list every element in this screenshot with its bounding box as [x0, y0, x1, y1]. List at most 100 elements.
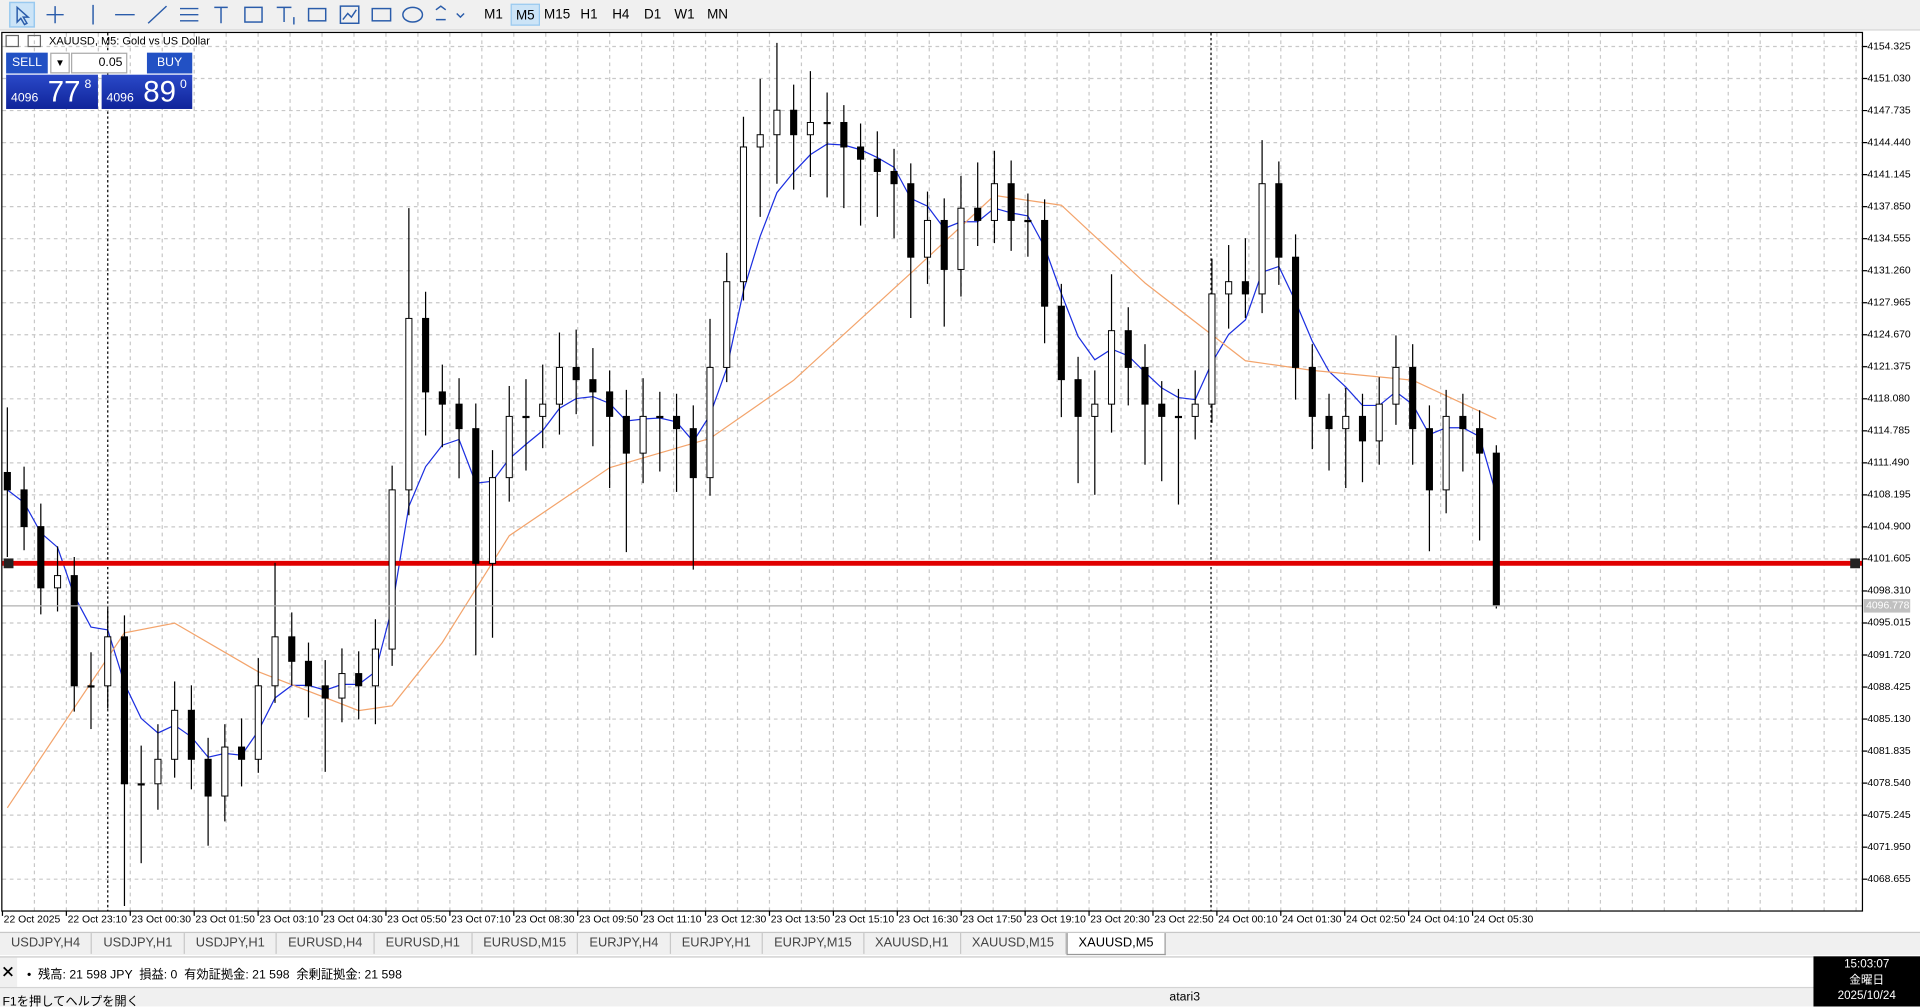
- y-tick-label: 4131.260: [1867, 265, 1911, 276]
- chart-tab[interactable]: EURJPY,H1: [671, 933, 764, 954]
- chart-tab[interactable]: EURUSD,H1: [375, 933, 473, 954]
- candle-body: [472, 428, 480, 564]
- candle-body: [221, 746, 229, 797]
- y-tick-label: 4124.670: [1867, 330, 1911, 341]
- chart-tab[interactable]: USDJPY,H1: [185, 933, 278, 954]
- text-icon[interactable]: [214, 6, 228, 24]
- y-tick-label: 4085.130: [1867, 714, 1911, 725]
- candle-body: [321, 685, 329, 699]
- candle-body: [1308, 366, 1316, 417]
- y-tick-label: 4108.195: [1867, 490, 1911, 501]
- arrows-icon[interactable]: [435, 5, 447, 21]
- y-tick-label: 4095.015: [1867, 618, 1911, 629]
- candle-body: [1191, 403, 1199, 417]
- candle-body: [857, 146, 865, 160]
- x-tick-label: 24 Oct 01:30: [1282, 914, 1342, 925]
- buy-button[interactable]: BUY: [146, 52, 193, 74]
- candle-body: [238, 746, 246, 760]
- candle-body: [990, 183, 998, 221]
- candle-body: [355, 673, 363, 687]
- chart-tab[interactable]: EURJPY,M15: [763, 933, 864, 954]
- y-tick-label: 4147.735: [1867, 105, 1911, 116]
- y-tick-label: 4151.030: [1867, 73, 1911, 84]
- lot-dropdown[interactable]: ▼: [50, 52, 70, 74]
- rect-icon[interactable]: [244, 6, 263, 23]
- button-icon[interactable]: [371, 7, 392, 22]
- y-tick-label: 4078.540: [1867, 778, 1911, 789]
- ask-pips: 89: [143, 75, 176, 109]
- chart-tab[interactable]: XAUUSD,M15: [961, 933, 1067, 954]
- candle-body: [1007, 183, 1015, 221]
- ask-point: 0: [180, 78, 187, 92]
- candle-body: [338, 673, 346, 699]
- shape-icon[interactable]: [307, 7, 327, 22]
- chart-icon: [5, 34, 19, 48]
- y-tick-label: 4118.080: [1867, 394, 1910, 405]
- drawing-tools: [9, 1, 465, 28]
- candle-body: [271, 636, 279, 687]
- x-tick-label: 24 Oct 00:10: [1218, 914, 1278, 925]
- shape-tool-icon[interactable]: [402, 6, 424, 23]
- candle-body: [840, 121, 848, 148]
- plot-frame: [1, 31, 1864, 912]
- lot-input[interactable]: 0.05: [71, 52, 128, 74]
- sell-button[interactable]: SELL: [6, 52, 48, 74]
- y-tick-label: 4141.145: [1867, 169, 1911, 180]
- toolbox-handle: [0, 957, 18, 987]
- x-tick-label: 23 Oct 07:10: [451, 914, 511, 925]
- dropdown-icon[interactable]: [456, 12, 465, 19]
- crosshair-icon[interactable]: [46, 6, 64, 24]
- candle-body: [505, 415, 513, 479]
- timeframe-button[interactable]: MN: [707, 7, 729, 23]
- x-tick-label: 23 Oct 11:10: [643, 914, 702, 925]
- timeframe-button[interactable]: W1: [674, 7, 695, 23]
- toolbox: • 残高: 21 598 JPY 損益: 0 有効証拠金: 21 598 余剰証…: [0, 956, 1814, 987]
- profile-name: atari3: [1169, 990, 1201, 1005]
- candle-body: [907, 183, 915, 258]
- candle-body: [37, 526, 45, 589]
- y-tick-label: 4071.950: [1867, 842, 1911, 853]
- candle-body: [673, 415, 681, 430]
- candle-body: [539, 403, 547, 417]
- chart-tab[interactable]: USDJPY,H4: [0, 933, 93, 954]
- trendline-icon[interactable]: [147, 5, 168, 24]
- alert-line-handle: [1850, 558, 1861, 569]
- chart-tab[interactable]: EURUSD,M15: [472, 933, 579, 954]
- timeframe-button[interactable]: M5: [510, 3, 541, 26]
- candle-body: [873, 158, 881, 172]
- candle-body: [1459, 415, 1467, 430]
- chart-icon[interactable]: [339, 5, 360, 25]
- chart-tab[interactable]: USDJPY,H1: [92, 933, 185, 954]
- candle-body: [1425, 428, 1433, 491]
- label-icon[interactable]: [276, 6, 295, 25]
- candle-body: [154, 758, 162, 785]
- candle-body: [974, 207, 982, 221]
- cursor-tool[interactable]: [9, 1, 36, 28]
- y-tick-label: 4081.835: [1867, 746, 1911, 757]
- candle-body: [706, 366, 714, 479]
- timeframe-button[interactable]: H1: [580, 7, 598, 23]
- candle-body: [522, 415, 530, 419]
- candle-body: [1124, 330, 1132, 368]
- timeframe-button[interactable]: M1: [484, 7, 503, 23]
- chart-tab[interactable]: XAUUSD,M5: [1066, 933, 1166, 956]
- timeframe-button[interactable]: M15: [544, 7, 571, 23]
- chart-tab[interactable]: XAUUSD,H1: [864, 933, 961, 954]
- y-tick-label: 4111.490: [1867, 458, 1909, 469]
- timeframe-button[interactable]: D1: [644, 7, 662, 23]
- candle-body: [137, 783, 145, 786]
- chart-tab[interactable]: EURJPY,H4: [578, 933, 671, 954]
- candle-body: [254, 685, 262, 760]
- ask-price[interactable]: 4096 89 0: [101, 74, 193, 109]
- bid-price[interactable]: 4096 77 8: [6, 74, 98, 109]
- timeframe-button[interactable]: H4: [612, 7, 630, 23]
- candle-body: [656, 415, 664, 419]
- fibo-icon[interactable]: [180, 7, 199, 22]
- candle-body: [555, 366, 563, 405]
- x-tick-label: 23 Oct 17:50: [962, 914, 1022, 925]
- close-icon[interactable]: [0, 958, 17, 987]
- chart-tab[interactable]: EURUSD,H4: [277, 933, 375, 954]
- candle-body: [689, 428, 697, 479]
- y-tick-label: 4144.440: [1867, 137, 1911, 148]
